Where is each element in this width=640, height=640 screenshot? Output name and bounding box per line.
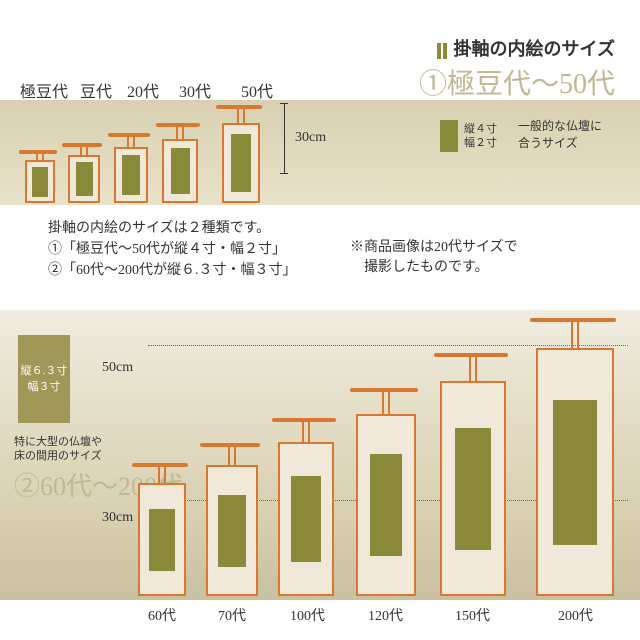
top-title: 掛軸の内絵のサイズ [437,35,615,61]
section2-label: 120代 [368,605,403,625]
scale-30cm-label2: 30cm [102,510,133,526]
legend1-desc: 一般的な仏壇に合うサイズ [518,118,602,152]
hanging-scroll [138,463,186,596]
section1-title: ①極豆代～50代 [419,62,615,102]
hanging-scroll [278,418,334,596]
bar-icon [443,43,447,59]
bar-icon [437,43,441,59]
label: 20代 [127,78,167,102]
section2-label: 100代 [290,605,325,625]
title-text: 掛軸の内絵のサイズ [454,39,615,59]
legend1-text: 縦４寸 幅２寸 [464,122,497,151]
special-note: 特に大型の仏壇や床の間用のサイズ [14,435,102,464]
section1-labels: 極豆代 豆代 20代 30代 50代 [20,78,281,102]
label: 豆代 [80,78,115,102]
label: 30代 [179,78,219,102]
legend1: 縦４寸 幅２寸 [440,120,497,152]
scale-30cm-label: 30cm [295,130,326,146]
hanging-scroll [536,318,614,596]
legend1-swatch [440,120,458,152]
hanging-scroll [440,353,506,596]
note-text: ※商品画像は20代サイズで 撮影したものです。 [350,238,518,277]
hanging-scroll [222,105,260,203]
label: 50代 [241,78,281,102]
section2-label: 70代 [218,605,246,625]
scale-30cm [280,103,290,173]
hanging-scroll [356,388,416,596]
hanging-scroll [68,143,100,203]
hanging-scroll [25,150,55,203]
section2-label: 150代 [455,605,490,625]
section2-label: 200代 [558,605,593,625]
label: 極豆代 [20,78,68,102]
description: 掛軸の内絵のサイズは２種類です。 ①「極豆代～50代が縦４寸・幅２寸」 ②「60… [48,218,297,281]
hanging-scroll [114,133,148,203]
scale-50cm-label: 50cm [102,360,133,376]
legend2: 縦６.３寸 幅３寸 [18,335,70,423]
section2-label: 60代 [148,605,176,625]
hanging-scroll [162,123,198,203]
hanging-scroll [206,443,258,596]
